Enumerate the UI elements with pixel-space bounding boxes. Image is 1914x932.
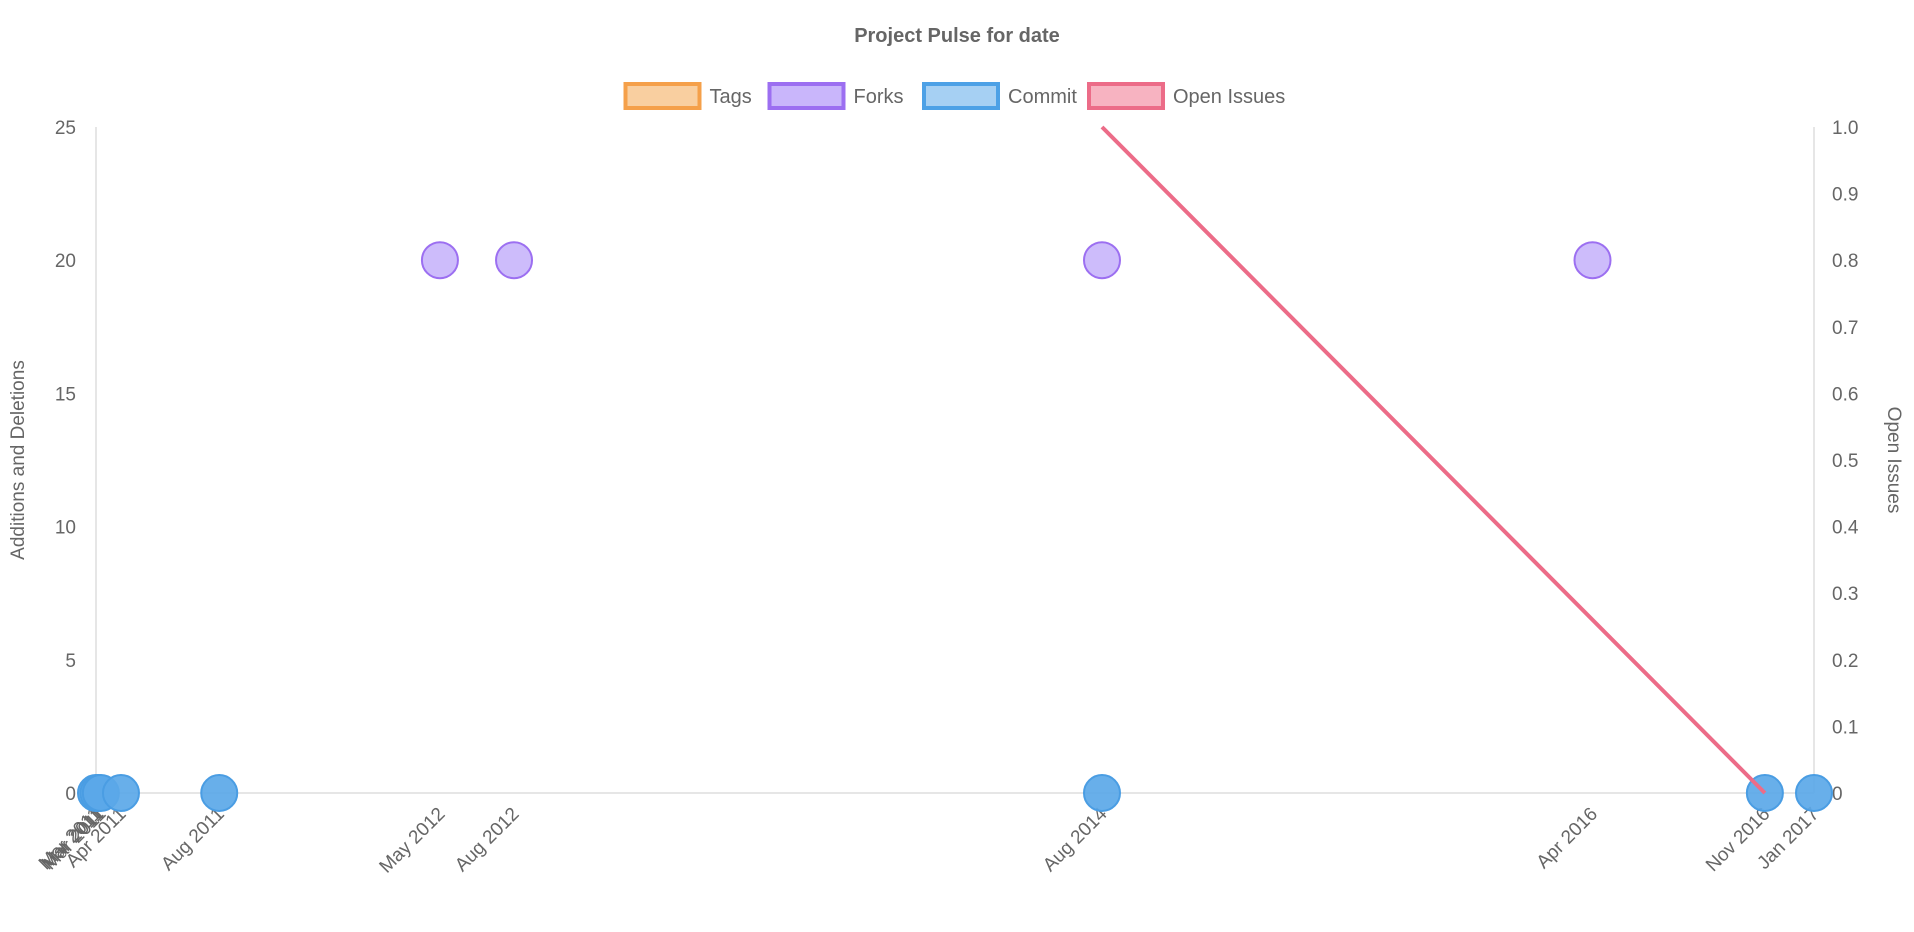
legend-item-commit[interactable]: Commit <box>922 82 1077 110</box>
y-right-tick-label: 1.0 <box>1832 118 1858 139</box>
chart-title: Project Pulse for date <box>854 25 1060 47</box>
y-left-tick-label: 0 <box>65 784 76 805</box>
axes <box>95 127 1815 794</box>
legend-swatch <box>623 82 702 110</box>
y-right-tick-label: 0 <box>1832 784 1843 805</box>
y-left-tick-label: 15 <box>55 384 76 405</box>
commit-point[interactable] <box>101 774 140 812</box>
commit-point[interactable] <box>200 774 239 812</box>
legend-item-open-issues[interactable]: Open Issues <box>1087 82 1285 110</box>
commit-point[interactable] <box>1795 774 1833 812</box>
x-tick-label: Apr 2016 <box>1533 804 1602 873</box>
legend-swatch <box>767 82 846 110</box>
series-layer <box>77 125 1833 812</box>
forks-point[interactable] <box>1573 241 1612 280</box>
open-issues-line <box>1100 125 1767 795</box>
series-commit <box>77 774 1833 812</box>
x-tick-label: Aug 2012 <box>451 804 523 876</box>
legend-swatch <box>922 82 1000 110</box>
commit-point[interactable] <box>1082 774 1121 812</box>
legend-item-tags[interactable]: Tags <box>623 82 752 110</box>
y-left-tick-label: 5 <box>65 651 76 672</box>
series-open-issues <box>1100 125 1767 795</box>
x-tick-label: May 2012 <box>376 804 450 878</box>
legend: Tags Forks Commit Open Issues <box>623 82 1285 110</box>
x-tick-label: Aug 2014 <box>1039 803 1112 876</box>
y-right-tick-label: 0.3 <box>1832 584 1858 605</box>
y-right-tick-label: 0.5 <box>1832 451 1858 472</box>
series-forks <box>420 241 1612 280</box>
y-right-tick-label: 0.4 <box>1832 518 1859 539</box>
legend-label: Tags <box>710 86 752 108</box>
y-right-tick-label: 0.6 <box>1832 384 1858 405</box>
y-left-tick-label: 10 <box>55 518 76 539</box>
legend-item-forks[interactable]: Forks <box>767 82 904 110</box>
y-left-tick-label: 25 <box>55 118 76 139</box>
y-right-tick-label: 0.7 <box>1832 318 1858 339</box>
legend-swatch <box>1087 82 1165 110</box>
legend-label: Open Issues <box>1173 86 1285 108</box>
y-left-ticks: 0 5 10 15 20 25 <box>55 118 76 805</box>
y-right-tick-label: 0.8 <box>1832 251 1858 272</box>
y-left-tick-label: 20 <box>55 251 76 272</box>
forks-point[interactable] <box>420 241 459 280</box>
legend-label: Forks <box>854 86 904 108</box>
y-left-axis-title: Additions and Deletions <box>8 360 29 560</box>
y-right-tick-label: 0.9 <box>1832 185 1858 206</box>
forks-point[interactable] <box>495 241 534 280</box>
x-tick-label: Aug 2011 <box>157 804 228 875</box>
legend-label: Commit <box>1008 86 1077 108</box>
forks-point[interactable] <box>1082 241 1121 280</box>
y-right-tick-label: 0.2 <box>1832 651 1858 672</box>
y-right-tick-label: 0.1 <box>1832 717 1858 738</box>
y-right-ticks: 0 0.1 0.2 0.3 0.4 0.5 0.6 0.7 0.8 0.9 1.0 <box>1832 118 1859 805</box>
y-right-axis-title: Open Issues <box>1883 407 1904 514</box>
